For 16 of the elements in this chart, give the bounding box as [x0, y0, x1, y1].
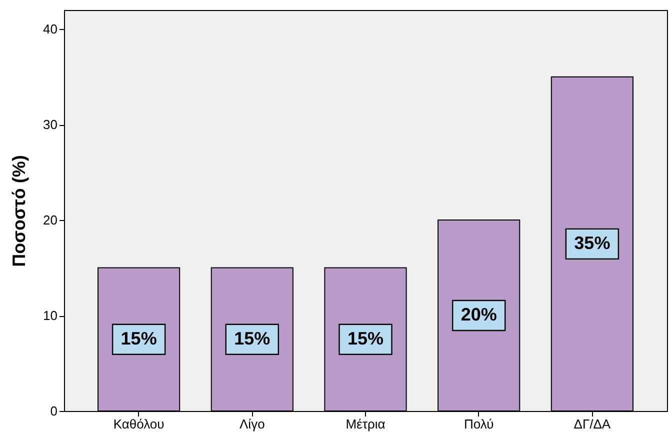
y-tick-label: 30 [43, 117, 58, 132]
y-tick-label: 20 [43, 212, 58, 228]
data-label: 15% [120, 328, 157, 348]
data-label: 15% [347, 328, 384, 348]
data-label: 20% [460, 304, 497, 325]
x-tick-label: ΔΓ/ΔΑ [574, 416, 611, 432]
y-tick-label: 0 [50, 404, 58, 418]
x-tick-label: Μέτρια [346, 416, 386, 432]
y-tick-label: 40 [43, 22, 58, 37]
x-tick-label: Καθόλου [113, 416, 164, 432]
x-tick-label: Λίγο [240, 416, 265, 432]
data-label: 15% [234, 328, 270, 348]
y-tick-label: 10 [43, 308, 58, 324]
x-tick-label: Πολύ [464, 416, 494, 432]
y-axis-title: Ποσοστό (%) [9, 155, 30, 267]
data-label: 35% [574, 232, 610, 253]
